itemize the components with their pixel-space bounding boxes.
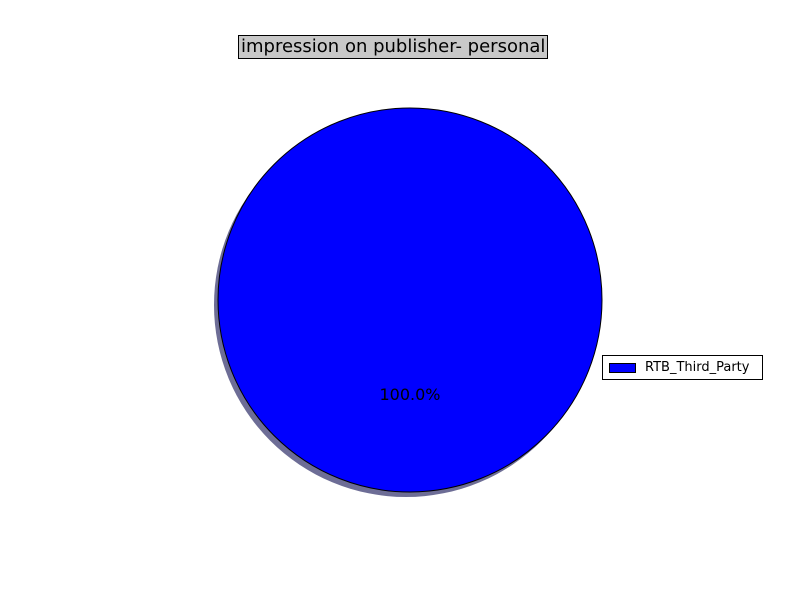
chart-title: impression on publisher- personal (238, 35, 549, 59)
legend-label-rtb-third-party: RTB_Third_Party (645, 360, 750, 375)
pie-slice-rtb-third-party (217, 107, 603, 493)
legend: RTB_Third_Party (602, 355, 763, 380)
pie-percent-label: 100.0% (379, 385, 440, 404)
legend-swatch-rtb-third-party (609, 362, 636, 373)
